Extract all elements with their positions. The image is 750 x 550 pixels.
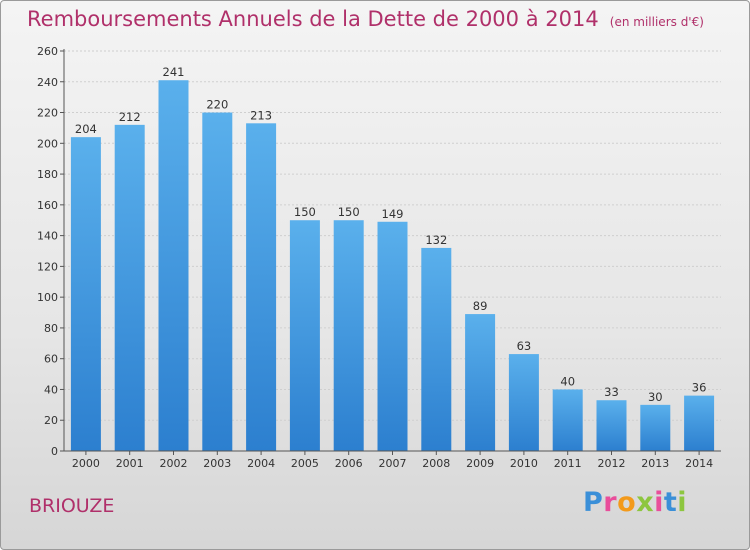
value-label-2010: 63 [517, 339, 532, 353]
axes: 0 20 40 60 80 100 120 140 160 180 200 220 240 260 2000… [37, 45, 721, 470]
logo-letter: t [663, 487, 678, 518]
logo-letter: i [677, 487, 688, 518]
y-tick-label: 240 [37, 76, 58, 89]
x-tick-label-2009: 2009 [466, 457, 494, 470]
y-tick-label: 200 [37, 137, 58, 150]
y-tick-label: 160 [37, 199, 58, 212]
chart-title: Remboursements Annuels de la Dette de 20… [27, 7, 704, 31]
value-label-2001: 212 [119, 110, 141, 124]
value-label-2009: 89 [473, 299, 488, 313]
y-tick-label: 60 [44, 353, 58, 366]
x-tick-label-2005: 2005 [291, 457, 319, 470]
x-tick-label-2010: 2010 [510, 457, 538, 470]
x-tick-label-2012: 2012 [598, 457, 626, 470]
y-tick-label: 100 [37, 291, 58, 304]
commune-name: BRIOUZE [29, 495, 115, 517]
x-tick-label-2006: 2006 [335, 457, 363, 470]
y-tick-label: 260 [37, 45, 58, 58]
unit-label: (en milliers d'€) [609, 15, 704, 29]
y-tick-label: 0 [51, 445, 58, 458]
x-tick-label-2001: 2001 [116, 457, 144, 470]
bar-2005 [289, 220, 320, 451]
logo-letter: i [654, 487, 664, 518]
value-label-2013: 30 [648, 390, 663, 404]
bar-2012 [596, 400, 627, 451]
bar-2002 [158, 80, 189, 451]
value-label-2006: 150 [338, 205, 360, 219]
bar-2001 [114, 124, 145, 451]
bars: 204 212 241 220 213 150 150 149 132 89 63 40 33 30 36 [70, 65, 715, 452]
bar-2006 [333, 220, 364, 451]
title-text: Remboursements Annuels de la Dette de 20… [27, 7, 599, 31]
y-tick-label: 220 [37, 107, 58, 120]
bar-2014 [684, 395, 715, 451]
bar-2011 [552, 389, 583, 451]
bar-2000 [70, 137, 101, 451]
bar-2009 [465, 314, 496, 451]
value-label-2012: 33 [604, 385, 619, 399]
logo-letter: P [583, 487, 604, 518]
bar-2013 [640, 404, 671, 451]
logo-letter: o [617, 487, 637, 518]
bar-2004 [246, 123, 277, 452]
value-label-2005: 150 [294, 205, 316, 219]
value-label-2000: 204 [75, 122, 97, 136]
proxiti-logo: Proxiti [583, 487, 687, 518]
x-tick-label-2004: 2004 [247, 457, 275, 470]
logo-letter: r [603, 487, 618, 518]
bar-2008 [421, 247, 452, 451]
value-label-2014: 36 [692, 381, 707, 395]
x-tick-label-2014: 2014 [685, 457, 713, 470]
y-tick-label: 80 [44, 322, 58, 335]
y-tick-label: 40 [44, 383, 58, 396]
y-tick-label: 20 [44, 414, 58, 427]
x-tick-label-2007: 2007 [379, 457, 407, 470]
logo-letter: x [636, 487, 655, 518]
x-tick-label-2000: 2000 [72, 457, 100, 470]
value-label-2004: 213 [250, 108, 272, 122]
value-label-2003: 220 [206, 98, 228, 112]
value-label-2008: 132 [425, 233, 447, 247]
value-label-2007: 149 [382, 207, 404, 221]
y-tick-label: 140 [37, 230, 58, 243]
y-tick-label: 180 [37, 168, 58, 181]
bar-2003 [202, 112, 233, 452]
y-tick-label: 120 [37, 260, 58, 273]
value-label-2002: 241 [163, 65, 185, 79]
bar-2010 [508, 354, 539, 451]
x-tick-label-2013: 2013 [641, 457, 669, 470]
x-tick-label-2002: 2002 [160, 457, 188, 470]
x-tick-label-2003: 2003 [203, 457, 231, 470]
x-tick-label-2008: 2008 [422, 457, 450, 470]
value-label-2011: 40 [560, 374, 575, 388]
x-tick-label-2011: 2011 [554, 457, 582, 470]
bar-2007 [377, 221, 408, 451]
